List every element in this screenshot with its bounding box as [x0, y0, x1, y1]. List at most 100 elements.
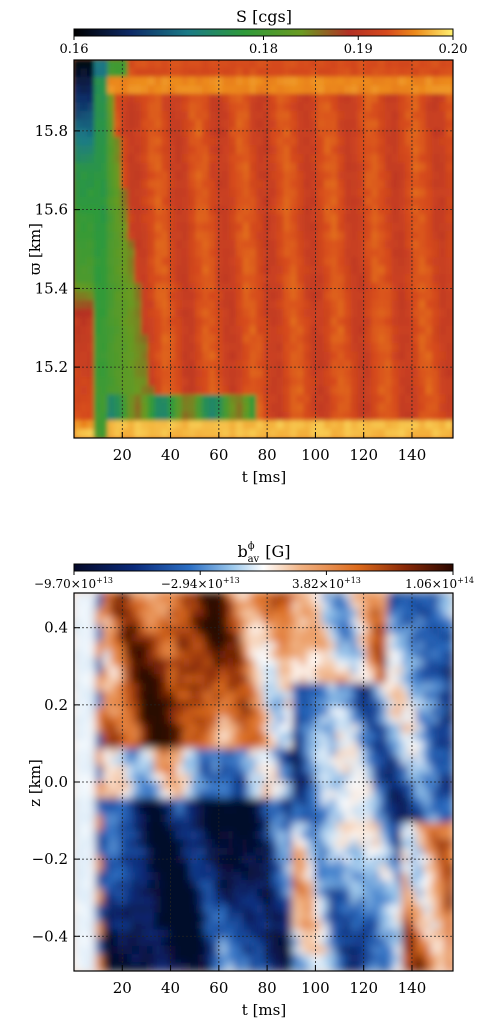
top-heatmap-cell	[310, 420, 319, 431]
bottom-heatmap-cell	[233, 855, 243, 865]
top-heatmap-cell	[378, 300, 387, 310]
top-heatmap-cell	[317, 385, 326, 396]
top-heatmap-cell	[445, 214, 453, 224]
bottom-heatmap-cell	[379, 822, 389, 833]
bottom-heatmap-cell	[146, 617, 155, 627]
top-heatmap-cell	[100, 377, 109, 388]
bottom-heatmap-cell	[314, 625, 323, 635]
bottom-heatmap-cell	[153, 863, 163, 874]
top-heatmap-cell	[256, 179, 265, 190]
bottom-heatmap-cell	[131, 797, 141, 808]
top-heatmap-cell	[229, 377, 238, 388]
top-heatmap-cell	[188, 154, 197, 164]
bottom-heatmap-cell	[175, 830, 185, 841]
top-heatmap-cell	[215, 300, 224, 310]
bottom-heatmap-cell	[88, 617, 97, 627]
top-heatmap-cell	[127, 403, 136, 413]
top-heatmap-cell	[100, 411, 109, 422]
top-heatmap-cell	[276, 136, 285, 147]
top-heatmap-cell	[371, 420, 380, 431]
top-heatmap-cell	[249, 282, 258, 293]
top-heatmap-cell	[344, 265, 353, 276]
bottom-heatmap-cell	[416, 929, 425, 939]
top-heatmap-cell	[310, 248, 319, 259]
bottom-heatmap-cell	[335, 855, 345, 865]
bottom-heatmap-cell	[408, 863, 418, 874]
bottom-heatmap-cell	[270, 699, 279, 709]
top-heatmap-cell	[371, 76, 380, 87]
top-heatmap-cell	[378, 394, 387, 405]
top-heatmap-cell	[195, 188, 204, 199]
top-heatmap-cell	[242, 291, 251, 302]
top-heatmap-cell	[283, 205, 292, 216]
bottom-heatmap-cell	[299, 855, 308, 865]
top-heatmap-cell	[418, 154, 427, 164]
top-heatmap-cell	[80, 76, 89, 87]
bottom-heatmap-cell	[386, 814, 396, 824]
bottom-heatmap-cell	[372, 617, 381, 627]
top-heatmap-cell	[215, 85, 224, 96]
bottom-heatmap-cell	[88, 666, 97, 676]
top-heatmap-cell	[398, 377, 407, 388]
bottom-heatmap-cell	[263, 880, 272, 890]
top-heatmap-cell	[330, 308, 339, 319]
top-heatmap-cell	[418, 60, 427, 70]
bottom-heatmap-cell	[365, 814, 374, 824]
bottom-heatmap-cell	[416, 945, 425, 956]
bottom-heatmap-cell	[343, 921, 352, 931]
bottom-heatmap-cell	[284, 650, 294, 660]
bottom-heatmap-cell	[182, 715, 192, 726]
top-heatmap-cell	[141, 128, 150, 139]
bottom-heatmap-cell	[175, 732, 185, 742]
top-heatmap-cell	[161, 317, 170, 328]
top-heatmap-cell	[269, 214, 278, 224]
bottom-heatmap-cell	[255, 921, 265, 931]
bottom-heatmap-cell	[321, 650, 330, 660]
top-heatmap-cell	[229, 171, 238, 181]
top-heatmap-cell	[269, 136, 278, 147]
bottom-heatmap-cell	[226, 608, 236, 619]
bottom-heatmap-cell	[182, 699, 192, 709]
bottom-heatmap-cell	[328, 682, 338, 693]
top-heatmap-cell	[283, 325, 292, 336]
bottom-heatmap-cell	[386, 773, 396, 783]
bottom-heatmap-cell	[248, 658, 257, 668]
top-heatmap-cell	[269, 428, 278, 438]
top-heatmap-cell	[195, 222, 204, 233]
bottom-heatmap-cell	[335, 608, 345, 619]
top-heatmap-cell	[114, 188, 123, 199]
top-heatmap-cell	[344, 171, 353, 181]
top-heatmap-cell	[263, 265, 271, 276]
bottom-heatmap-cell	[277, 896, 287, 906]
bottom-heatmap-cell	[233, 814, 243, 824]
bottom-heatmap-cell	[350, 839, 359, 849]
bottom-heatmap-cell	[95, 756, 104, 767]
bottom-heatmap-cell	[365, 593, 374, 602]
top-heatmap-cell	[93, 300, 102, 310]
top-heatmap-cell	[303, 154, 312, 164]
top-heatmap-cell	[222, 317, 231, 328]
top-heatmap-cell	[357, 111, 366, 121]
top-heatmap-cell	[303, 325, 312, 336]
bottom-heatmap-cell	[168, 937, 177, 948]
bottom-heatmap-cell	[74, 617, 82, 627]
bottom-heatmap-cell	[328, 608, 338, 619]
bottom-heatmap-cell	[343, 674, 352, 685]
bottom-heatmap-cell	[102, 682, 112, 693]
bottom-heatmap-cell	[117, 641, 126, 652]
bottom-heatmap-cell	[335, 674, 345, 685]
bottom-heatmap-cell	[379, 814, 389, 824]
bottom-heatmap-cell	[350, 756, 359, 767]
top-heatmap-cell	[371, 274, 380, 285]
top-heatmap-cell	[147, 85, 156, 96]
bottom-heatmap-cell	[408, 945, 418, 956]
top-heatmap-cell	[405, 317, 414, 328]
bottom-heatmap-cell	[95, 617, 104, 627]
top-heatmap-cell	[114, 248, 123, 259]
bottom-heatmap-cell	[204, 674, 214, 685]
top-heatmap-cell	[350, 420, 359, 431]
top-heatmap-cell	[263, 214, 271, 224]
bottom-heatmap-cell	[430, 674, 440, 685]
top-heatmap-cell	[100, 214, 109, 224]
top-heatmap-cell	[249, 334, 258, 345]
